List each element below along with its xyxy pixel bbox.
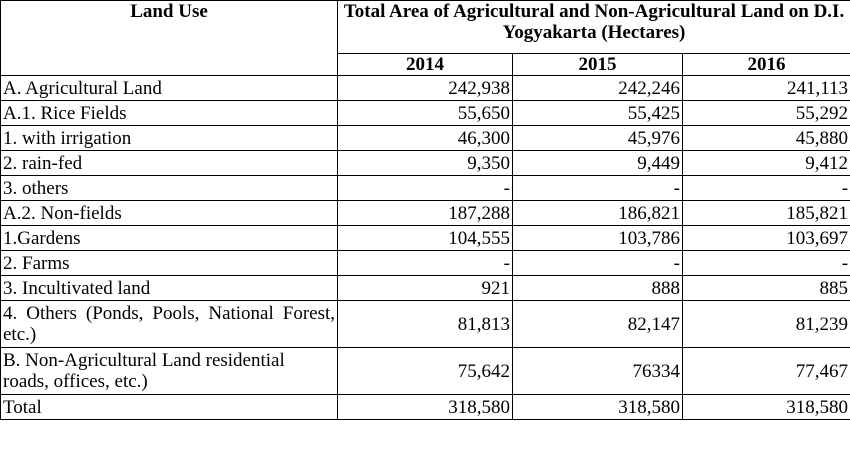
row-label: 2. Farms [0, 250, 338, 276]
value-cell: - [337, 175, 513, 201]
row-label: 1. with irrigation [0, 125, 338, 151]
value-cell: 9,350 [337, 150, 513, 176]
value-cell: 241,113 [681, 75, 850, 101]
table-row: Total 318,580 318,580 318,580 [0, 394, 850, 420]
value-cell: 75,642 [337, 347, 513, 395]
year-header-2015: 2015 [512, 53, 683, 76]
table-row: 1.Gardens 104,555 103,786 103,697 [0, 225, 850, 251]
value-cell: 186,821 [512, 200, 683, 226]
row-label: 3. Incultivated land [0, 275, 338, 301]
table-row: A. Agricultural Land 242,938 242,246 241… [0, 75, 850, 101]
table-row: 2. rain-fed 9,350 9,449 9,412 [0, 150, 850, 176]
value-cell: 55,292 [681, 100, 850, 126]
value-cell: - [681, 250, 850, 276]
value-cell: 318,580 [681, 394, 850, 420]
table-row: 4. Others (Ponds, Pools, National Forest… [0, 300, 850, 348]
value-cell: 45,976 [512, 125, 683, 151]
land-use-table: Land Use Total Area of Agricultural and … [0, 0, 850, 420]
year-header-2016: 2016 [681, 53, 850, 76]
value-cell: 9,412 [681, 150, 850, 176]
value-cell: 888 [512, 275, 683, 301]
value-cell: 81,239 [681, 300, 850, 348]
value-cell: 185,821 [681, 200, 850, 226]
value-cell: 82,147 [512, 300, 683, 348]
value-cell: 104,555 [337, 225, 513, 251]
row-label: 2. rain-fed [0, 150, 338, 176]
value-cell: - [512, 250, 683, 276]
value-cell: 76334 [512, 347, 683, 395]
value-cell: 55,425 [512, 100, 683, 126]
value-cell: 103,697 [681, 225, 850, 251]
year-header-2014: 2014 [337, 53, 513, 76]
value-cell: 45,880 [681, 125, 850, 151]
table-row: A.1. Rice Fields 55,650 55,425 55,292 [0, 100, 850, 126]
value-cell: 921 [337, 275, 513, 301]
row-label: 3. others [0, 175, 338, 201]
table-row: B. Non-Agricultural Land residential roa… [0, 347, 850, 395]
value-cell: 242,938 [337, 75, 513, 101]
table-row: A.2. Non-fields 187,288 186,821 185,821 [0, 200, 850, 226]
value-cell: 242,246 [512, 75, 683, 101]
value-cell: 77,467 [681, 347, 850, 395]
value-cell: 318,580 [337, 394, 513, 420]
value-cell: - [681, 175, 850, 201]
value-cell: - [512, 175, 683, 201]
value-cell: 46,300 [337, 125, 513, 151]
value-cell: 103,786 [512, 225, 683, 251]
land-use-header: Land Use [0, 0, 338, 76]
table-row: 3. Incultivated land 921 888 885 [0, 275, 850, 301]
total-area-header: Total Area of Agricultural and Non-Agric… [336, 0, 850, 54]
value-cell: 187,288 [337, 200, 513, 226]
row-label: A. Agricultural Land [0, 75, 338, 101]
table-row: 3. others - - - [0, 175, 850, 201]
row-label: Total [0, 394, 338, 420]
value-cell: 81,813 [337, 300, 513, 348]
value-cell: 885 [681, 275, 850, 301]
row-label: 1.Gardens [0, 225, 338, 251]
value-cell: 9,449 [512, 150, 683, 176]
table-row: 1. with irrigation 46,300 45,976 45,880 [0, 125, 850, 151]
table-row: 2. Farms - - - [0, 250, 850, 276]
row-label: A.2. Non-fields [0, 200, 338, 226]
row-label: 4. Others (Ponds, Pools, National Forest… [0, 300, 338, 348]
value-cell: 318,580 [512, 394, 683, 420]
row-label: A.1. Rice Fields [0, 100, 338, 126]
row-label: B. Non-Agricultural Land residential roa… [0, 347, 338, 395]
value-cell: 55,650 [337, 100, 513, 126]
value-cell: - [337, 250, 513, 276]
